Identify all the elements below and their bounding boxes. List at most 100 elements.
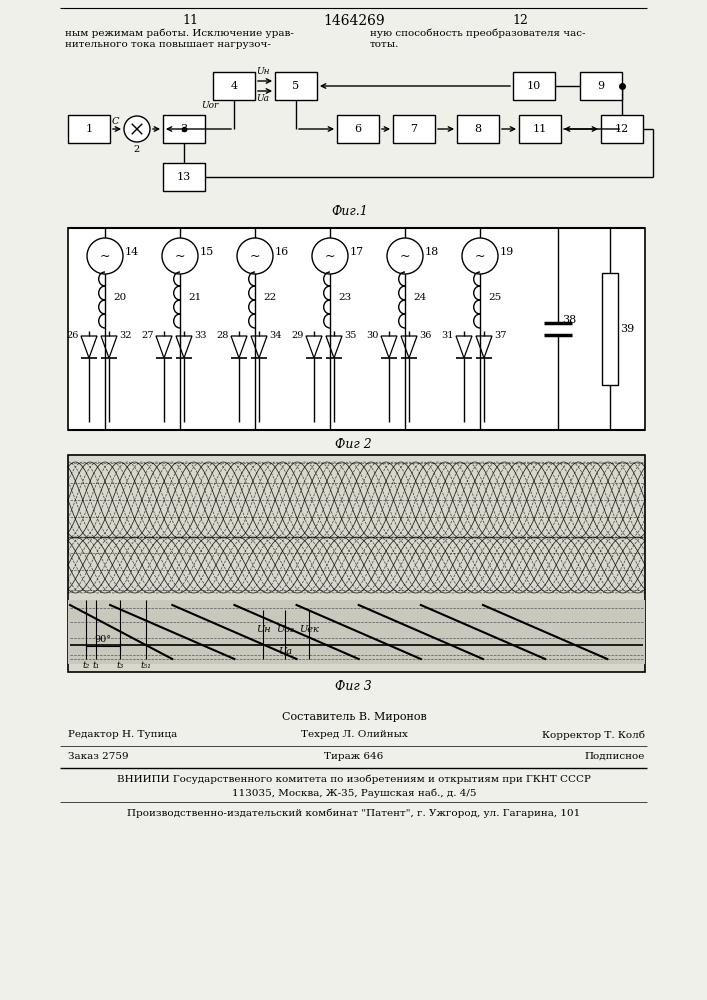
Text: Uor: Uor [201, 101, 218, 110]
Circle shape [162, 238, 198, 274]
Text: 26: 26 [66, 332, 79, 340]
Text: 19: 19 [500, 247, 514, 257]
Text: 21: 21 [188, 292, 201, 302]
Text: 24: 24 [413, 292, 426, 302]
Text: Тираж 646: Тираж 646 [325, 752, 384, 761]
Bar [337, 115, 379, 143]
Bar [580, 72, 622, 100]
Circle shape [462, 238, 498, 274]
Text: 34: 34 [269, 332, 281, 340]
Text: ВНИИПИ Государственного комитета по изобретениям и открытиям при ГКНТ СССР: ВНИИПИ Государственного комитета по изоб… [117, 774, 591, 784]
Text: 113035, Москва, Ж-35, Раушская наб., д. 4/5: 113035, Москва, Ж-35, Раушская наб., д. … [232, 788, 477, 798]
Bar [457, 115, 499, 143]
Text: 11: 11 [533, 124, 547, 134]
Text: Uн: Uн [256, 67, 269, 76]
Text: 37: 37 [494, 332, 506, 340]
Text: ~: ~ [250, 249, 260, 262]
Circle shape [87, 238, 123, 274]
Text: 1: 1 [86, 124, 93, 134]
Text: 7: 7 [411, 124, 418, 134]
Text: 29: 29 [291, 332, 304, 340]
Text: 28: 28 [216, 332, 229, 340]
Text: 1464269: 1464269 [323, 14, 385, 28]
Text: 12: 12 [615, 124, 629, 134]
Bar [519, 115, 561, 143]
Text: Корректор Т. Колб: Корректор Т. Колб [542, 730, 645, 740]
Text: 18: 18 [425, 247, 439, 257]
Text: ~: ~ [325, 249, 335, 262]
Bar [213, 72, 255, 100]
Bar [163, 163, 205, 191]
Text: 20: 20 [113, 292, 127, 302]
Text: Uо₂: Uо₂ [276, 626, 294, 635]
Text: 27: 27 [141, 332, 154, 340]
Text: Фиг 3: Фиг 3 [334, 680, 371, 693]
Text: Фиг 2: Фиг 2 [334, 438, 371, 451]
Text: 3: 3 [180, 124, 187, 134]
Text: 13: 13 [177, 172, 191, 182]
Text: 36: 36 [419, 332, 431, 340]
Text: 23: 23 [338, 292, 351, 302]
Text: 8: 8 [474, 124, 481, 134]
Text: 11: 11 [182, 14, 198, 27]
Text: t₅₁: t₅₁ [141, 661, 151, 670]
Text: 6: 6 [354, 124, 361, 134]
Text: 5: 5 [293, 81, 300, 91]
Text: 14: 14 [125, 247, 139, 257]
Bar [68, 228, 645, 430]
Bar [513, 72, 555, 100]
Text: 30: 30 [367, 332, 379, 340]
Text: t₁: t₁ [93, 661, 100, 670]
Text: Uн: Uн [256, 626, 270, 635]
Text: 35: 35 [344, 332, 356, 340]
Text: Uа: Uа [278, 648, 292, 656]
Bar [601, 115, 643, 143]
Text: t₂: t₂ [83, 661, 90, 670]
Text: t₃: t₃ [117, 661, 124, 670]
Text: C: C [112, 117, 119, 126]
Text: 25: 25 [488, 292, 501, 302]
Bar [68, 600, 645, 664]
Text: ~: ~ [474, 249, 485, 262]
Text: 12: 12 [512, 14, 528, 27]
Text: 15: 15 [200, 247, 214, 257]
Text: 38: 38 [562, 315, 576, 325]
Text: ~: ~ [175, 249, 185, 262]
Text: 39: 39 [620, 324, 634, 334]
Text: Заказ 2759: Заказ 2759 [68, 752, 129, 761]
Text: 16: 16 [275, 247, 289, 257]
Bar [393, 115, 435, 143]
Bar [68, 115, 110, 143]
Text: Uа: Uа [256, 94, 269, 103]
Text: Производственно-издательский комбинат "Патент", г. Ужгород, ул. Гагарина, 101: Производственно-издательский комбинат "П… [127, 808, 580, 818]
Text: 2: 2 [133, 145, 139, 154]
Text: 31: 31 [441, 332, 454, 340]
Text: 4: 4 [230, 81, 238, 91]
Circle shape [312, 238, 348, 274]
Bar [163, 115, 205, 143]
Text: 90°: 90° [95, 635, 112, 644]
Text: Составитель В. Миронов: Составитель В. Миронов [281, 712, 426, 722]
Text: Редактор Н. Тупица: Редактор Н. Тупица [68, 730, 177, 739]
Circle shape [124, 116, 150, 142]
Text: ~: ~ [100, 249, 110, 262]
Text: ную способность преобразователя час-: ную способность преобразователя час- [370, 28, 585, 37]
Text: ~: ~ [399, 249, 410, 262]
Text: 9: 9 [597, 81, 604, 91]
Text: Техред Л. Олийных: Техред Л. Олийных [300, 730, 407, 739]
Text: Фиг.1: Фиг.1 [332, 205, 368, 218]
Circle shape [237, 238, 273, 274]
Text: тоты.: тоты. [370, 40, 399, 49]
Text: нительного тока повышает нагрузоч-: нительного тока повышает нагрузоч- [65, 40, 271, 49]
Text: Подписное: Подписное [585, 752, 645, 761]
Text: 33: 33 [194, 332, 206, 340]
Text: 10: 10 [527, 81, 541, 91]
Text: 17: 17 [350, 247, 364, 257]
Bar [68, 455, 645, 672]
Text: Uек: Uек [299, 626, 319, 635]
Text: 22: 22 [263, 292, 276, 302]
Bar [275, 72, 317, 100]
Text: 32: 32 [119, 332, 132, 340]
Circle shape [387, 238, 423, 274]
Bar [602, 273, 618, 385]
